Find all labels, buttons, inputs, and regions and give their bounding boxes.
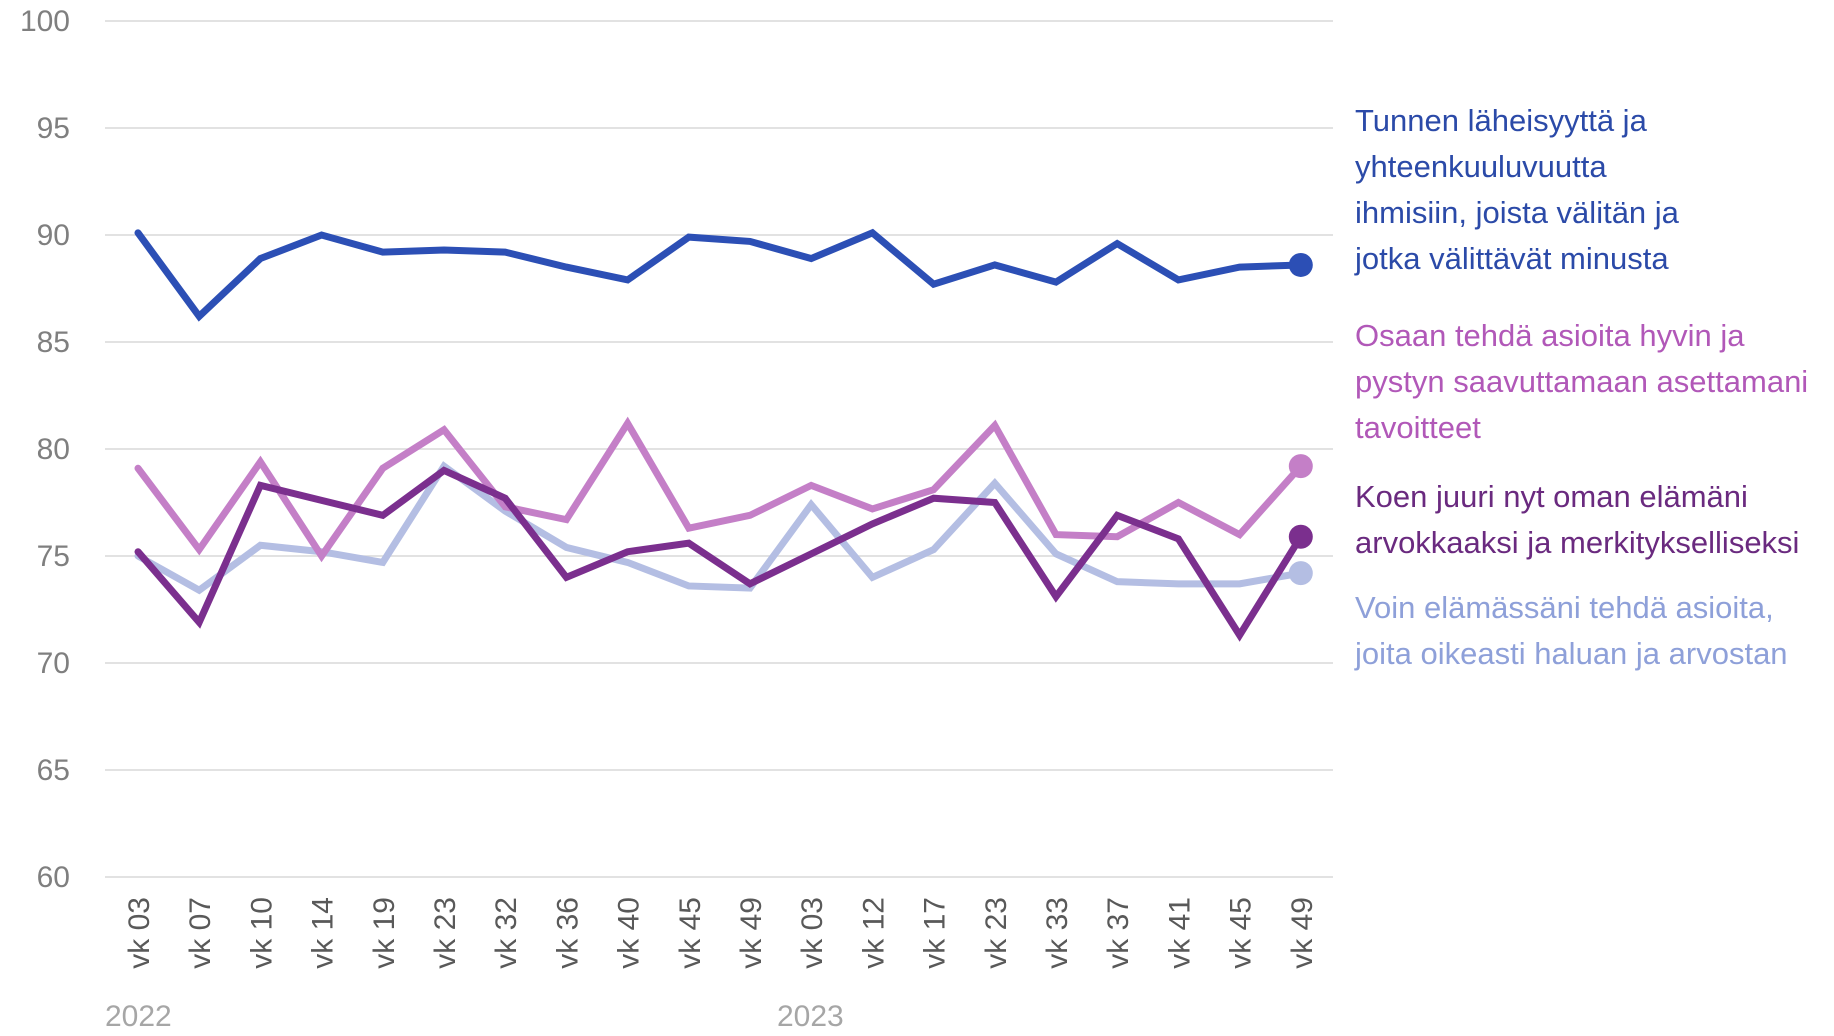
x-tick-label-3: vk 14 [307, 897, 340, 969]
year-label-2023: 2023 [777, 1000, 844, 1033]
legend-pink-line-1: Osaan tehdä asioita hyvin ja [1355, 318, 1745, 353]
x-tick-label-17: vk 41 [1163, 897, 1196, 969]
legend-pink-line-2: pystyn saavuttamaan asettamani [1355, 364, 1809, 399]
legend-light: Voin elämässäni tehdä asioita, joita oik… [1355, 585, 1825, 677]
y-tick-label-80: 80 [37, 433, 70, 466]
series-end-marker-3 [1288, 252, 1313, 277]
x-tick-label-0: vk 03 [123, 897, 156, 969]
y-tick-label-70: 70 [37, 647, 70, 680]
gridlines [105, 20, 1333, 878]
series-line-0 [134, 461, 1305, 595]
y-tick-label-65: 65 [37, 754, 70, 787]
y-tick-label-85: 85 [37, 326, 70, 359]
x-tick-label-16: vk 37 [1102, 897, 1135, 969]
x-tick-label-11: vk 03 [796, 897, 829, 969]
series-lines [134, 228, 1313, 642]
x-tick-label-12: vk 12 [857, 897, 890, 969]
series-line-1 [134, 416, 1305, 563]
y-tick-label-95: 95 [37, 112, 70, 145]
x-tick-label-5: vk 23 [429, 897, 462, 969]
legend-blue-line-4: jotka välittävät minusta [1355, 241, 1669, 276]
x-tick-label-9: vk 45 [674, 897, 707, 969]
legend-blue: Tunnen läheisyyttä ja yhteenkuuluvuutta … [1355, 98, 1825, 282]
legend-pink: Osaan tehdä asioita hyvin ja pystyn saav… [1355, 313, 1825, 451]
x-tick-label-8: vk 40 [613, 897, 646, 969]
x-tick-label-15: vk 33 [1041, 897, 1074, 969]
y-tick-label-75: 75 [37, 540, 70, 573]
legend-light-line-1: Voin elämässäni tehdä asioita, [1355, 590, 1774, 625]
y-axis-ticks: 100 95 90 85 80 75 70 65 60 [20, 5, 70, 894]
series-line-3 [134, 228, 1305, 322]
y-tick-label-60: 60 [37, 861, 70, 894]
x-tick-label-18: vk 45 [1225, 897, 1258, 969]
x-tick-label-19: vk 49 [1286, 897, 1319, 969]
x-axis-ticks: vk 03 vk 07 vk 10 vk 14 vk 19 vk 23 vk 32 vk 36… [123, 897, 1319, 969]
legend-purple-line-1: Koen juuri nyt oman elämäni [1355, 479, 1748, 514]
legend-blue-line-1: Tunnen läheisyyttä ja [1355, 103, 1647, 138]
x-tick-label-6: vk 32 [490, 897, 523, 969]
series-line-2 [134, 466, 1305, 642]
x-tick-label-14: vk 23 [980, 897, 1013, 969]
legend-pink-line-3: tavoitteet [1355, 410, 1481, 445]
series-end-marker-2 [1288, 524, 1313, 549]
year-label-2022: 2022 [105, 1000, 172, 1033]
series-end-marker-0 [1288, 561, 1313, 586]
legend-blue-line-2: yhteenkuuluvuutta [1355, 149, 1607, 184]
legend-purple-line-2: arvokkaaksi ja merkitykselliseksi [1355, 525, 1800, 560]
x-tick-label-13: vk 17 [919, 897, 952, 969]
x-tick-label-2: vk 10 [245, 897, 278, 969]
x-tick-label-10: vk 49 [735, 897, 768, 969]
x-tick-label-1: vk 07 [184, 897, 217, 969]
y-tick-label-100: 100 [20, 5, 70, 38]
series-end-marker-1 [1288, 454, 1313, 479]
y-tick-label-90: 90 [37, 219, 70, 252]
x-tick-label-4: vk 19 [368, 897, 401, 969]
legend-light-line-2: joita oikeasti haluan ja arvostan [1355, 636, 1788, 671]
x-tick-label-7: vk 36 [551, 897, 584, 969]
legend-purple: Koen juuri nyt oman elämäni arvokkaaksi … [1355, 474, 1825, 566]
legend-blue-line-3: ihmisiin, joista välitän ja [1355, 195, 1679, 230]
